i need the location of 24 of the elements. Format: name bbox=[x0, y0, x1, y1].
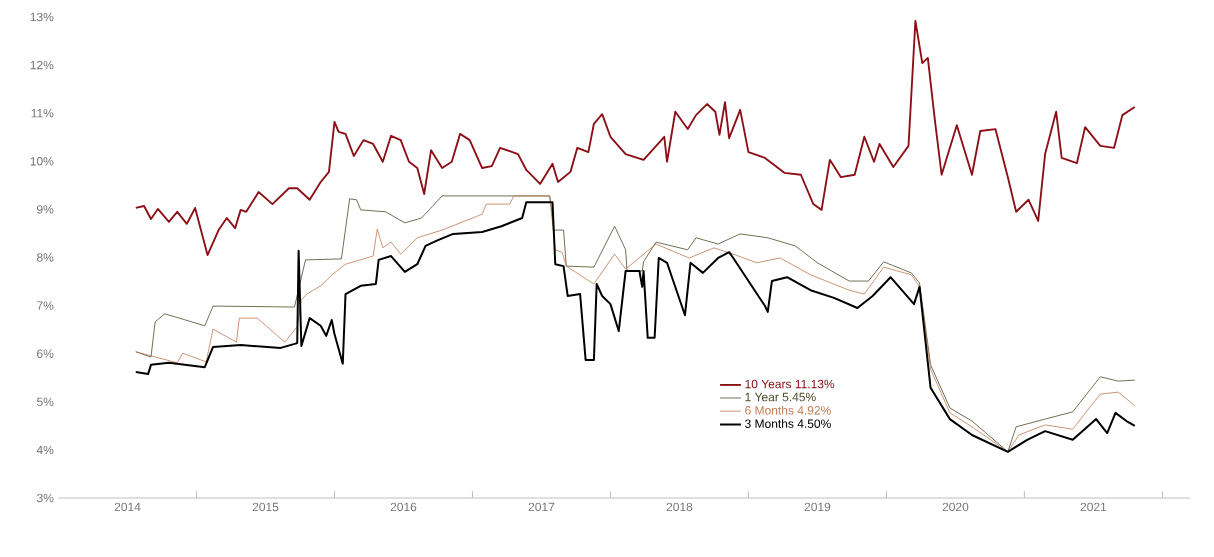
x-tick-label: 2020 bbox=[942, 502, 969, 512]
y-tick-label: 5% bbox=[36, 397, 54, 407]
legend-label: 10 Years 11.13% bbox=[745, 379, 835, 389]
x-tick-label: 2015 bbox=[252, 502, 279, 512]
y-tick-label: 4% bbox=[36, 445, 54, 455]
x-tick-label: 2019 bbox=[804, 502, 831, 512]
y-tick-label: 9% bbox=[37, 205, 54, 214]
y-tick-label: 3% bbox=[36, 493, 54, 503]
y-tick-label: 13% bbox=[30, 12, 54, 22]
y-tick-label: 7% bbox=[37, 301, 54, 310]
x-tick-label: 2017 bbox=[528, 502, 555, 512]
x-tick-label: 2014 bbox=[114, 502, 141, 512]
y-tick-label: 8% bbox=[36, 253, 54, 262]
y-tick-label: 10% bbox=[30, 157, 54, 166]
x-tick-label: 2018 bbox=[666, 502, 693, 512]
legend-label: 1 Year 5.45% bbox=[745, 392, 816, 402]
x-tick-label: 2016 bbox=[390, 502, 417, 512]
legend-label: 3 Months 4.50% bbox=[745, 419, 831, 428]
y-tick-label: 12% bbox=[30, 60, 54, 70]
y-tick-label: 6% bbox=[37, 349, 54, 358]
x-tick-label: 2021 bbox=[1080, 502, 1107, 512]
line-series bbox=[134, 19, 1136, 257]
y-tick-label: 11% bbox=[31, 109, 54, 118]
legend-label: 6 Months 4.92% bbox=[745, 405, 831, 415]
